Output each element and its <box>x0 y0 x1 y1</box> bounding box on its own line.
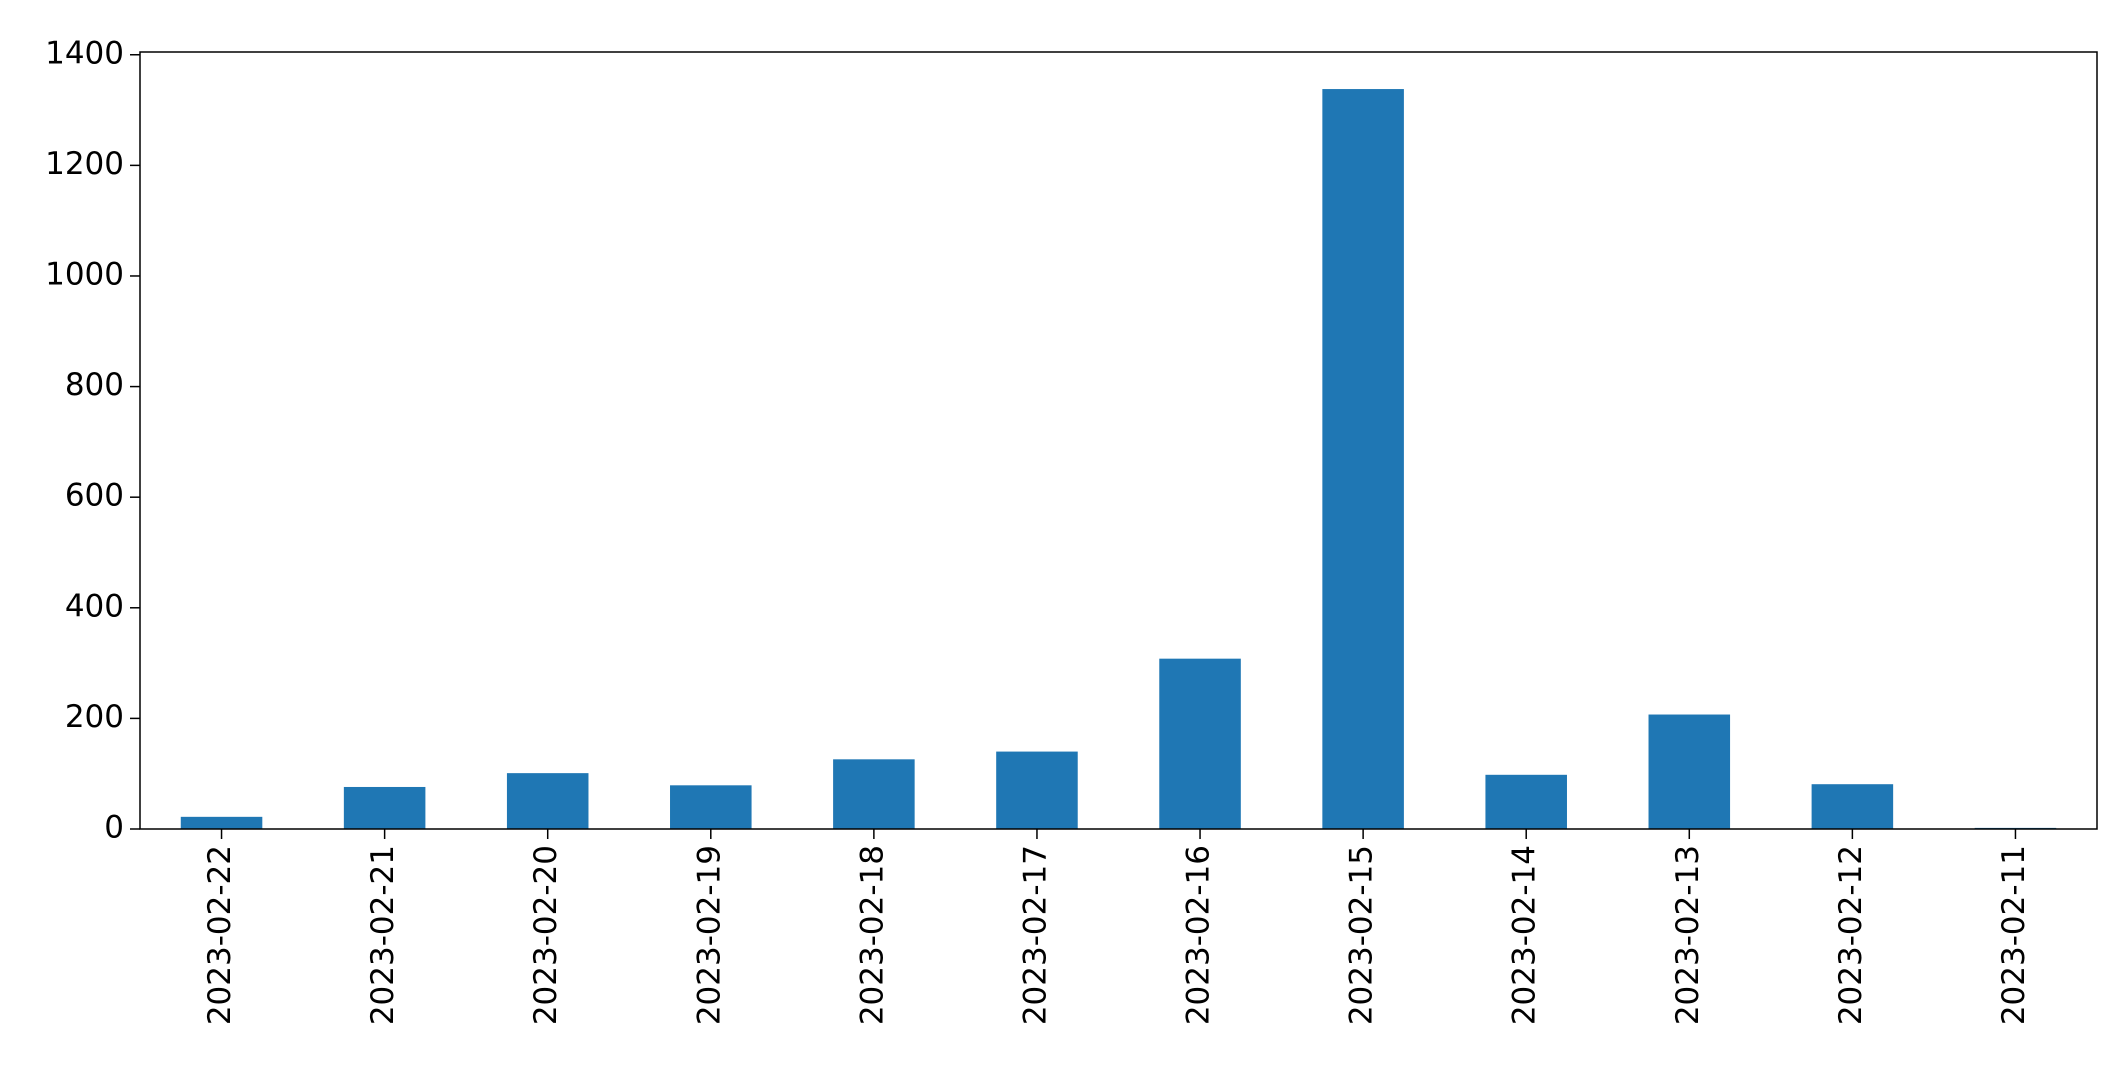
x-tick-label: 2023-02-13 <box>1670 845 1706 1025</box>
plot-frame <box>139 51 2098 830</box>
bar <box>180 816 263 829</box>
bar <box>1485 774 1567 829</box>
bar <box>1811 784 1894 829</box>
x-tick-label: 2023-02-11 <box>1996 845 2032 1025</box>
x-tick-label: 2023-02-17 <box>1017 845 1053 1025</box>
bar <box>506 773 589 829</box>
bar <box>1648 714 1731 829</box>
y-tick-label: 800 <box>65 367 124 403</box>
x-tick-label: 2023-02-20 <box>528 845 564 1025</box>
bar <box>833 759 915 829</box>
x-tick-label: 2023-02-14 <box>1507 845 1543 1025</box>
x-tick-label: 2023-02-12 <box>1833 845 1869 1025</box>
x-tick-label: 2023-02-21 <box>365 845 401 1025</box>
y-tick-label: 200 <box>65 699 124 735</box>
x-tick-label: 2023-02-16 <box>1181 845 1217 1025</box>
y-tick-label: 400 <box>65 588 124 624</box>
bar <box>996 751 1078 829</box>
y-tick-label: 600 <box>65 478 124 514</box>
y-tick-label: 1200 <box>45 146 124 182</box>
y-tick-label: 1400 <box>45 35 124 71</box>
bar <box>1159 658 1241 829</box>
y-tick-label: 1000 <box>45 256 124 292</box>
x-tick-label: 2023-02-19 <box>691 845 727 1025</box>
y-tick-label: 0 <box>104 810 124 846</box>
x-tick-label: 2023-02-15 <box>1344 845 1380 1025</box>
x-tick-label: 2023-02-18 <box>854 845 890 1025</box>
bar <box>1322 89 1404 829</box>
bar <box>343 786 426 829</box>
bar <box>670 785 752 829</box>
x-tick-label: 2023-02-22 <box>202 845 238 1025</box>
